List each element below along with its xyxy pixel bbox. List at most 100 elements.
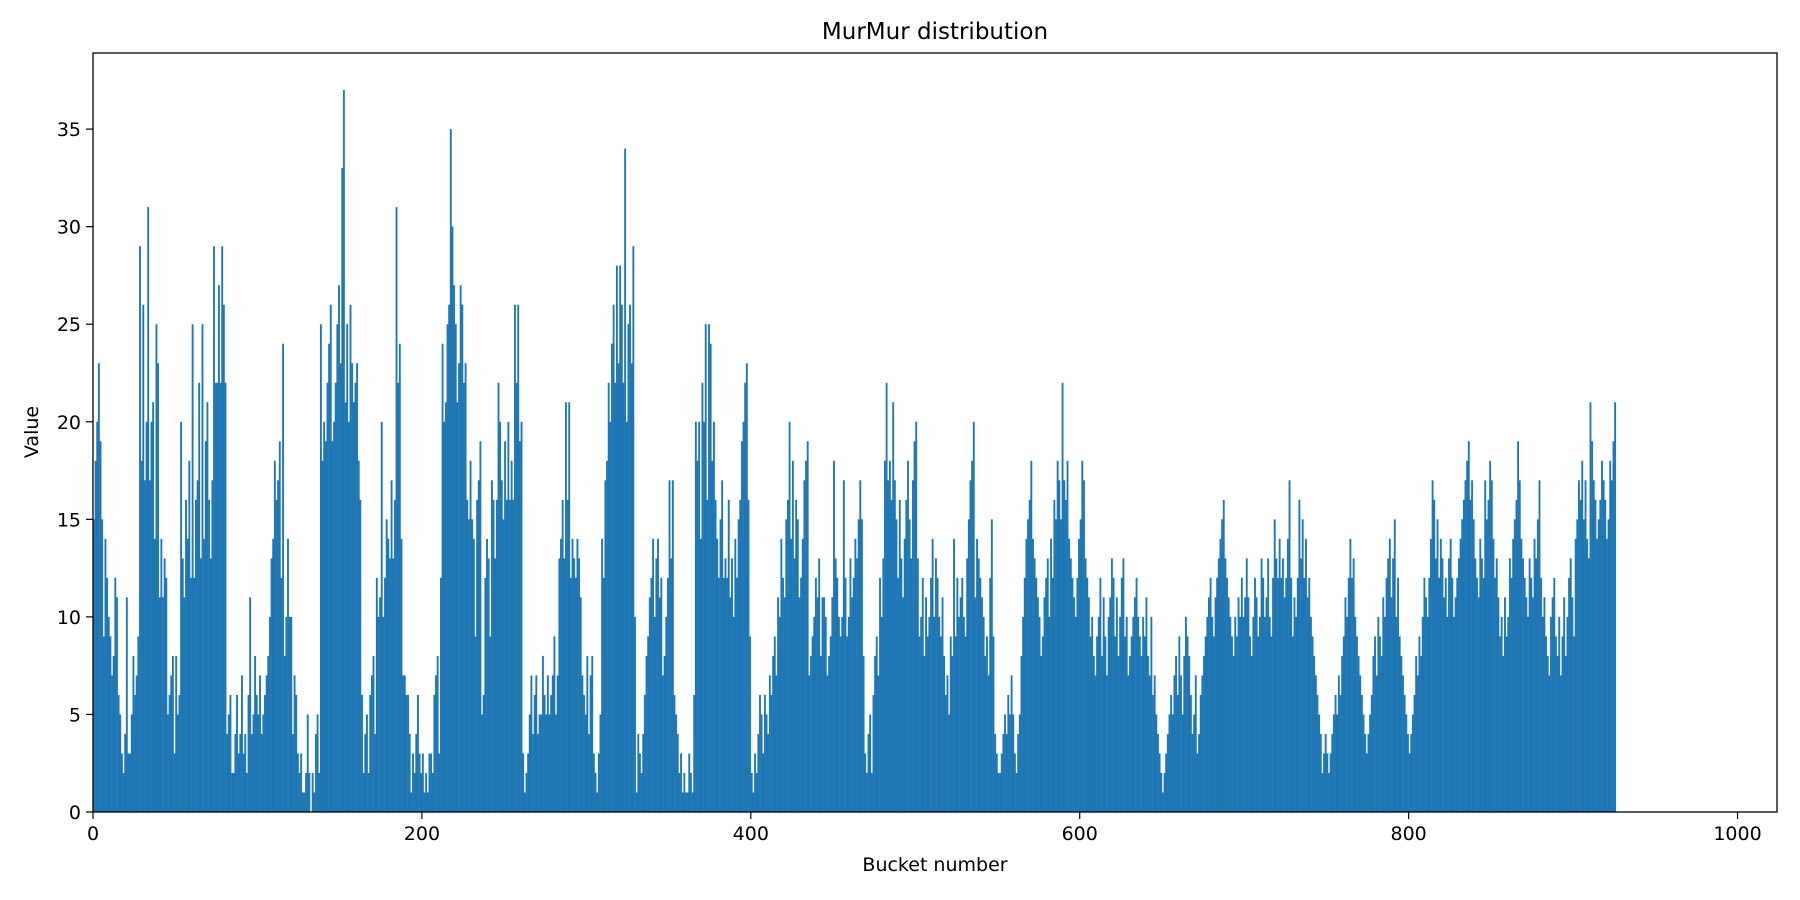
bar [777,597,780,812]
bar [196,480,199,812]
bar [701,382,704,812]
bar [116,597,118,812]
bar [869,714,872,812]
bar [1605,538,1608,812]
bar [1490,480,1493,812]
bar [966,558,969,812]
bar [1308,577,1311,812]
bar [1270,636,1273,812]
bar [810,655,812,812]
bar [637,733,640,812]
bar [453,285,456,812]
bar [305,772,308,812]
bar [479,441,482,812]
bar [658,597,661,812]
bar [578,558,581,812]
bar [762,753,765,812]
bar [851,597,854,812]
bar [581,675,584,812]
bar [101,519,104,812]
bar [981,597,983,812]
bar [540,714,543,812]
bar [171,655,174,812]
bar [1193,714,1196,812]
bar [1349,538,1352,812]
bar [132,655,135,812]
bar [1522,558,1524,812]
bar [331,441,334,812]
bar [615,265,618,812]
bar [1568,577,1571,812]
bar [689,772,692,812]
bar [875,636,878,812]
bar [564,402,567,812]
bar [1383,616,1386,812]
bar [916,558,919,812]
bar [944,694,947,812]
bar [1180,675,1182,812]
bar [642,733,645,812]
bar [632,246,635,812]
bar [157,363,160,812]
bar [1476,577,1478,812]
bar [584,714,587,812]
bar [1203,655,1205,812]
bar [336,324,339,812]
chart-title: MurMur distribution [822,19,1048,45]
bar [1500,616,1503,812]
bar [1255,597,1258,812]
bar [428,753,431,812]
bar [458,363,460,812]
bar [494,558,497,812]
bar [938,616,941,812]
bar [393,499,396,812]
bar [706,499,709,812]
bar [1380,655,1383,812]
bar [806,441,809,812]
bar [589,675,592,812]
bar [270,558,273,812]
bar [416,694,419,812]
bar [772,655,775,812]
bar [1184,616,1187,812]
bar [1258,616,1261,812]
bar [282,343,285,812]
bar [1489,460,1492,812]
bar [264,694,266,812]
bar [783,597,786,812]
bar [1166,733,1169,812]
bar [1466,460,1469,812]
bar [604,480,607,812]
bar [244,733,247,812]
bar [1324,733,1327,812]
bar [346,324,349,812]
bar [1004,714,1006,812]
bar [1479,538,1482,812]
bar [1145,597,1148,812]
bar [1374,636,1376,812]
bar [895,519,898,812]
bar [754,753,756,812]
bar [1117,655,1120,812]
bar [135,675,138,812]
bar [1311,636,1314,812]
bar [1523,577,1526,812]
bar [1227,597,1230,812]
bar [420,772,423,812]
bar [842,480,845,812]
bar [571,538,574,812]
bar [546,675,549,812]
bar [1175,655,1177,812]
bar [995,753,998,812]
bar [694,421,697,812]
bar [486,538,488,812]
bar [1133,597,1136,812]
bar [1106,675,1108,812]
bar [1612,441,1615,812]
bar [1000,753,1003,812]
bar [1530,577,1533,812]
bar [395,207,398,812]
bar [199,558,202,812]
bar [569,577,572,812]
x-axis-label: Bucket number [862,854,1007,876]
